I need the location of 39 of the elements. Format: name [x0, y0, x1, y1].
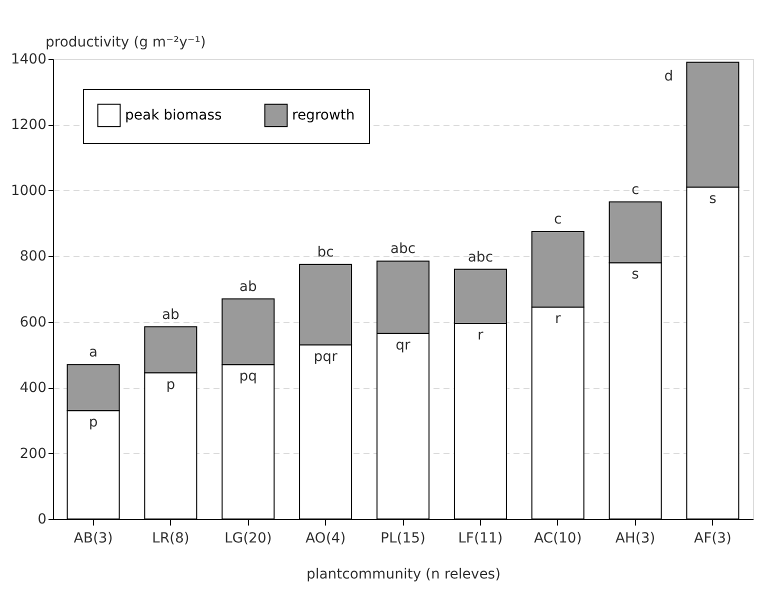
x-tick-label: AH(3) [615, 530, 656, 546]
x-tick-label: LG(20) [224, 530, 272, 546]
y-tick-label: 1000 [10, 182, 46, 199]
x-tick-label: LF(11) [458, 530, 503, 546]
annotation: s [709, 191, 716, 208]
annotation: bc [317, 244, 334, 260]
annotation: pqr [314, 348, 338, 365]
x-tick-label: PL(15) [380, 530, 426, 546]
annotation: abc [468, 249, 494, 266]
annotation: ab [239, 278, 257, 295]
y-axis-title: productivity (g m⁻²y⁻¹) [46, 34, 206, 50]
annotation: c [554, 212, 562, 228]
y-tick-label: 200 [20, 446, 46, 462]
x-tick-label: AF(3) [694, 530, 732, 546]
annotation: a [88, 344, 98, 361]
x-axis-title: plantcommunity (n releves) [306, 566, 501, 582]
annotation: c [631, 182, 640, 198]
x-tick-label: AB(3) [74, 530, 113, 546]
annotation: r [554, 311, 561, 328]
y-tick-label: 800 [20, 248, 46, 265]
y-tick-label: 400 [20, 380, 46, 396]
annotation: qr [396, 337, 411, 354]
annotation: abc [390, 241, 416, 258]
y-tick-label: 600 [20, 314, 46, 330]
x-tick-label: LR(8) [152, 530, 190, 546]
y-tick-label: 1400 [10, 52, 46, 68]
annotation: pq [239, 368, 258, 385]
annotation: p [88, 414, 98, 431]
annotation: d [664, 68, 674, 84]
x-tick-label: AC(10) [534, 530, 582, 546]
annotation: r [478, 328, 484, 344]
annotation: ab [162, 306, 180, 323]
y-tick-label: 1200 [10, 117, 46, 134]
annotation: s [632, 266, 639, 283]
legend-label: peak biomass [125, 107, 222, 124]
x-tick-label: AO(4) [305, 530, 346, 546]
annotation: p [166, 376, 176, 393]
legend-label: regrowth [292, 107, 355, 124]
y-tick-label: 0 [38, 512, 46, 528]
